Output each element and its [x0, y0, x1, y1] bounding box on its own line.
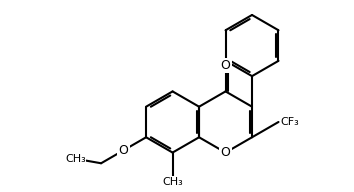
Text: CH₃: CH₃	[162, 177, 183, 187]
Text: CH₃: CH₃	[65, 154, 86, 164]
Text: CF₃: CF₃	[280, 117, 299, 127]
Text: O: O	[221, 59, 230, 72]
Text: O: O	[221, 146, 230, 159]
Text: O: O	[119, 144, 129, 157]
